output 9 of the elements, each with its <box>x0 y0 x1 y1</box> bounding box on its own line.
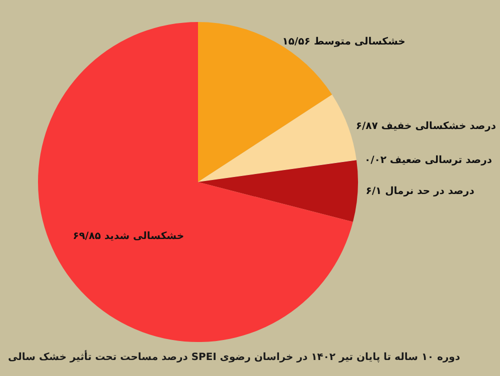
text: درصد مساحت تحت تأثیر خشک سالی SPEI دوره ۱۰ ساله تا پایان تیر ۱۴۰۲ در خراسان رضوی <box>8 350 460 363</box>
slice-label: خشکسالی متوسط ۱۵/۵۶ <box>282 36 406 48</box>
pie-slice <box>198 94 356 182</box>
pie-slice <box>198 160 358 222</box>
slice-label: خشکسالی شدید ۶۹/۸۵ <box>72 230 184 242</box>
slice-label: درصد خشکسالی خفیف ۶/۸۷ <box>356 120 496 132</box>
slice-label: درصد ترسالی ضعیف ۰/۰۲ <box>364 155 492 166</box>
pie-slice <box>38 22 353 342</box>
slice-label: درصد در حد نرمال ۶/۱ <box>366 186 474 198</box>
